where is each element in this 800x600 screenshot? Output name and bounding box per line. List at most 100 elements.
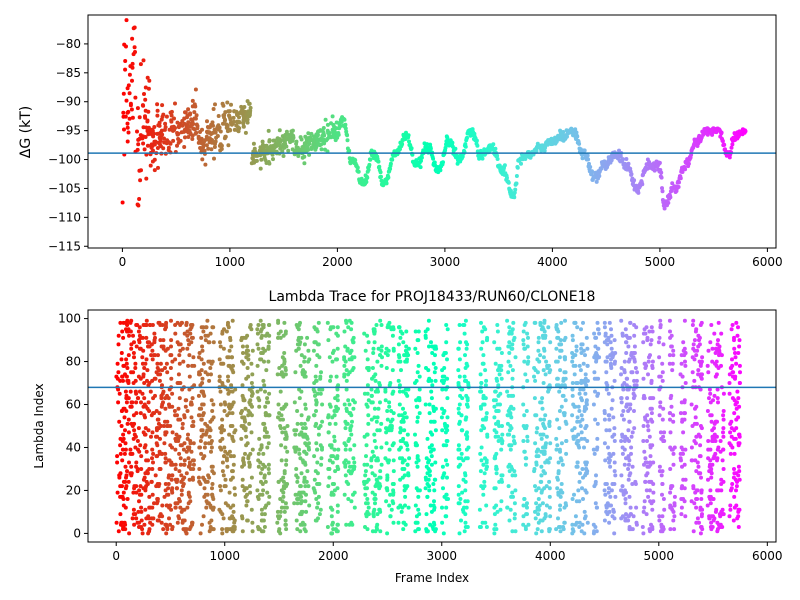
lambda-point xyxy=(578,387,583,392)
lambda-point xyxy=(126,353,131,358)
lambda-point xyxy=(302,421,307,426)
lambda-point xyxy=(562,370,567,375)
lambda-point xyxy=(384,346,389,351)
delta-g-point xyxy=(155,102,160,107)
lambda-point xyxy=(494,464,499,469)
lambda-point xyxy=(632,344,637,349)
lambda-point xyxy=(646,428,651,433)
lambda-point xyxy=(662,507,667,512)
lambda-point xyxy=(398,335,403,340)
lambda-point xyxy=(671,353,676,358)
delta-g-point xyxy=(283,132,288,137)
lambda-point xyxy=(399,368,403,373)
delta-g-point xyxy=(400,142,405,147)
lambda-point xyxy=(142,381,147,385)
lambda-point xyxy=(116,342,121,347)
delta-g-point xyxy=(182,116,187,121)
lambda-point xyxy=(132,432,137,437)
lambda-point xyxy=(183,398,188,403)
lambda-point xyxy=(696,344,701,349)
lambda-point xyxy=(292,400,297,405)
lambda-point xyxy=(694,469,699,474)
lambda-point xyxy=(164,531,169,536)
delta-g-point xyxy=(676,185,681,189)
lambda-point xyxy=(122,451,127,456)
delta-g-point xyxy=(662,206,667,211)
lambda-point xyxy=(387,503,392,508)
lambda-point xyxy=(604,370,609,375)
lambda-point xyxy=(405,484,410,489)
lambda-point xyxy=(559,342,564,347)
delta-g-point xyxy=(209,122,214,127)
lambda-point xyxy=(369,417,374,422)
delta-g-point xyxy=(260,145,265,150)
lambda-point xyxy=(343,426,348,431)
lambda-point xyxy=(377,381,382,385)
lambda-point xyxy=(399,509,404,514)
lambda-point xyxy=(648,353,652,358)
lambda-point xyxy=(175,413,179,418)
lambda-point xyxy=(179,473,184,478)
lambda-point xyxy=(139,518,144,523)
lambda-point xyxy=(202,494,207,499)
lambda-point xyxy=(261,378,266,383)
lambda-point xyxy=(511,494,515,499)
lambda-point xyxy=(297,451,302,456)
lambda-point xyxy=(376,406,381,411)
delta-g-point xyxy=(282,140,287,145)
lambda-point xyxy=(682,486,687,491)
lambda-point xyxy=(657,464,662,469)
lambda-point xyxy=(397,325,402,330)
lambda-point xyxy=(182,458,187,463)
delta-g-point xyxy=(368,157,373,162)
lambda-point xyxy=(263,505,268,510)
lambda-point xyxy=(244,434,249,439)
lambda-point xyxy=(548,340,553,345)
lambda-point xyxy=(157,482,162,486)
lambda-point xyxy=(125,366,130,370)
lambda-point xyxy=(283,445,288,450)
lambda-point xyxy=(346,460,351,465)
delta-g-point xyxy=(585,153,590,158)
lambda-point xyxy=(644,325,649,330)
lambda-point xyxy=(641,376,646,381)
lambda-point xyxy=(208,503,213,508)
lambda-point xyxy=(647,329,652,334)
lambda-point xyxy=(139,509,144,514)
lambda-point xyxy=(542,451,547,456)
lambda-point xyxy=(243,494,248,499)
lambda-point xyxy=(505,389,510,394)
lambda-point xyxy=(384,499,389,504)
delta-g-point xyxy=(193,87,198,92)
lambda-point xyxy=(391,325,396,330)
lambda-point xyxy=(217,507,222,512)
delta-g-point xyxy=(686,161,691,166)
delta-g-point xyxy=(149,127,154,132)
lambda-point xyxy=(179,443,184,448)
delta-g-point xyxy=(189,122,194,127)
delta-g-point xyxy=(311,134,316,139)
delta-g-point xyxy=(135,129,139,134)
lambda-point xyxy=(648,454,653,459)
lambda-point xyxy=(691,529,696,534)
lambda-point xyxy=(507,351,512,355)
delta-g-axes-frame xyxy=(87,14,777,249)
delta-g-point xyxy=(277,137,282,142)
lambda-point xyxy=(142,366,147,370)
lambda-point xyxy=(582,516,587,521)
delta-g-point xyxy=(141,141,146,146)
delta-g-point xyxy=(127,116,132,121)
lambda-point xyxy=(249,430,254,435)
delta-g-point xyxy=(384,181,389,186)
lambda-point xyxy=(201,475,206,480)
lambda-point xyxy=(182,462,186,467)
lambda-point xyxy=(648,460,653,465)
delta-g-point xyxy=(143,97,148,102)
lambda-point xyxy=(575,460,580,465)
lambda-point xyxy=(607,451,612,456)
lambda-point xyxy=(594,529,599,534)
lambda-point xyxy=(557,389,562,394)
delta-g-point xyxy=(166,145,171,150)
lambda-point xyxy=(499,447,504,452)
lambda-point xyxy=(303,374,308,379)
